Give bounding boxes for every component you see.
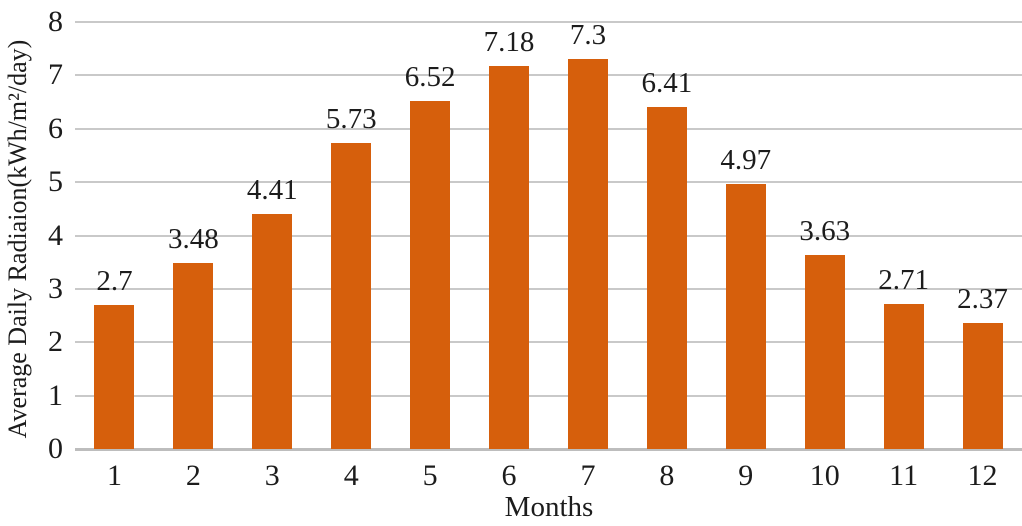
- bar-month-4: [331, 143, 372, 449]
- x-tick-label: 1: [106, 459, 122, 492]
- gridline: [75, 74, 1022, 77]
- gridline: [75, 287, 1022, 290]
- bar-month-10: [804, 255, 845, 449]
- x-axis-title: Months: [504, 491, 594, 523]
- bar-value-label: 6.41: [641, 66, 693, 99]
- bar-value-label: 3.63: [799, 215, 851, 248]
- x-tick-label: 3: [264, 459, 280, 492]
- bar-value-label: 2.37: [957, 282, 1008, 315]
- y-tick-label: 5: [48, 165, 63, 199]
- gridline: [75, 234, 1022, 237]
- bar-month-6: [489, 65, 530, 449]
- bar-month-5: [410, 101, 451, 449]
- x-tick-label: 11: [889, 459, 919, 492]
- bar-month-1: [94, 304, 135, 449]
- y-tick-label: 6: [48, 111, 63, 145]
- bar-value-label: 2.7: [96, 264, 133, 297]
- gridline: [75, 341, 1022, 344]
- x-tick-label: 10: [809, 459, 840, 492]
- x-tick-label: 9: [738, 459, 754, 492]
- bar-value-label: 4.97: [720, 143, 772, 176]
- x-tick-label: 6: [501, 459, 517, 492]
- y-tick-label: 3: [48, 271, 63, 305]
- x-tick-label: 7: [580, 459, 596, 492]
- gridline: [75, 21, 1022, 23]
- bar-value-label: 7.18: [483, 25, 535, 58]
- x-tick-label: 8: [659, 459, 675, 492]
- bar-month-9: [725, 183, 766, 449]
- bar-value-label: 2.71: [878, 264, 929, 297]
- plot-area: 2.7 3.48 4.41 5.73 6.52 7.18 7.3 6.41 4.97 3.63 2.…: [75, 19, 1022, 451]
- y-tick-label: 0: [48, 432, 63, 465]
- x-tick-label: 2: [185, 459, 201, 492]
- x-axis-line: [75, 448, 1022, 451]
- y-axis-ticks: 0 1 2 3 4 5 6 7 8: [0, 7, 63, 464]
- gridline: [75, 181, 1022, 184]
- bar-month-3: [252, 213, 293, 449]
- bar-month-7: [567, 59, 608, 449]
- x-tick-label: 4: [343, 459, 359, 492]
- y-tick-label: 2: [48, 325, 63, 359]
- bar-value-label: 7.3: [569, 19, 607, 52]
- bar-value-label: 5.73: [325, 103, 377, 136]
- bar-value-label: 6.52: [404, 61, 456, 93]
- y-tick-label: 4: [48, 218, 63, 252]
- bar-month-8: [646, 106, 687, 449]
- bar-month-2: [173, 263, 214, 449]
- gridline: [75, 127, 1022, 130]
- x-tick-label: 5: [422, 459, 438, 492]
- y-tick-label: 8: [48, 5, 63, 38]
- y-tick-label: 1: [48, 378, 63, 412]
- bar-month-12: [962, 322, 1003, 449]
- bar-value-label: 3.48: [168, 223, 219, 256]
- bar-value-label: 4.41: [246, 173, 298, 206]
- x-tick-label: 12: [967, 459, 998, 492]
- gridline: [75, 394, 1022, 397]
- bar-month-11: [883, 304, 924, 449]
- y-tick-label: 7: [48, 58, 63, 92]
